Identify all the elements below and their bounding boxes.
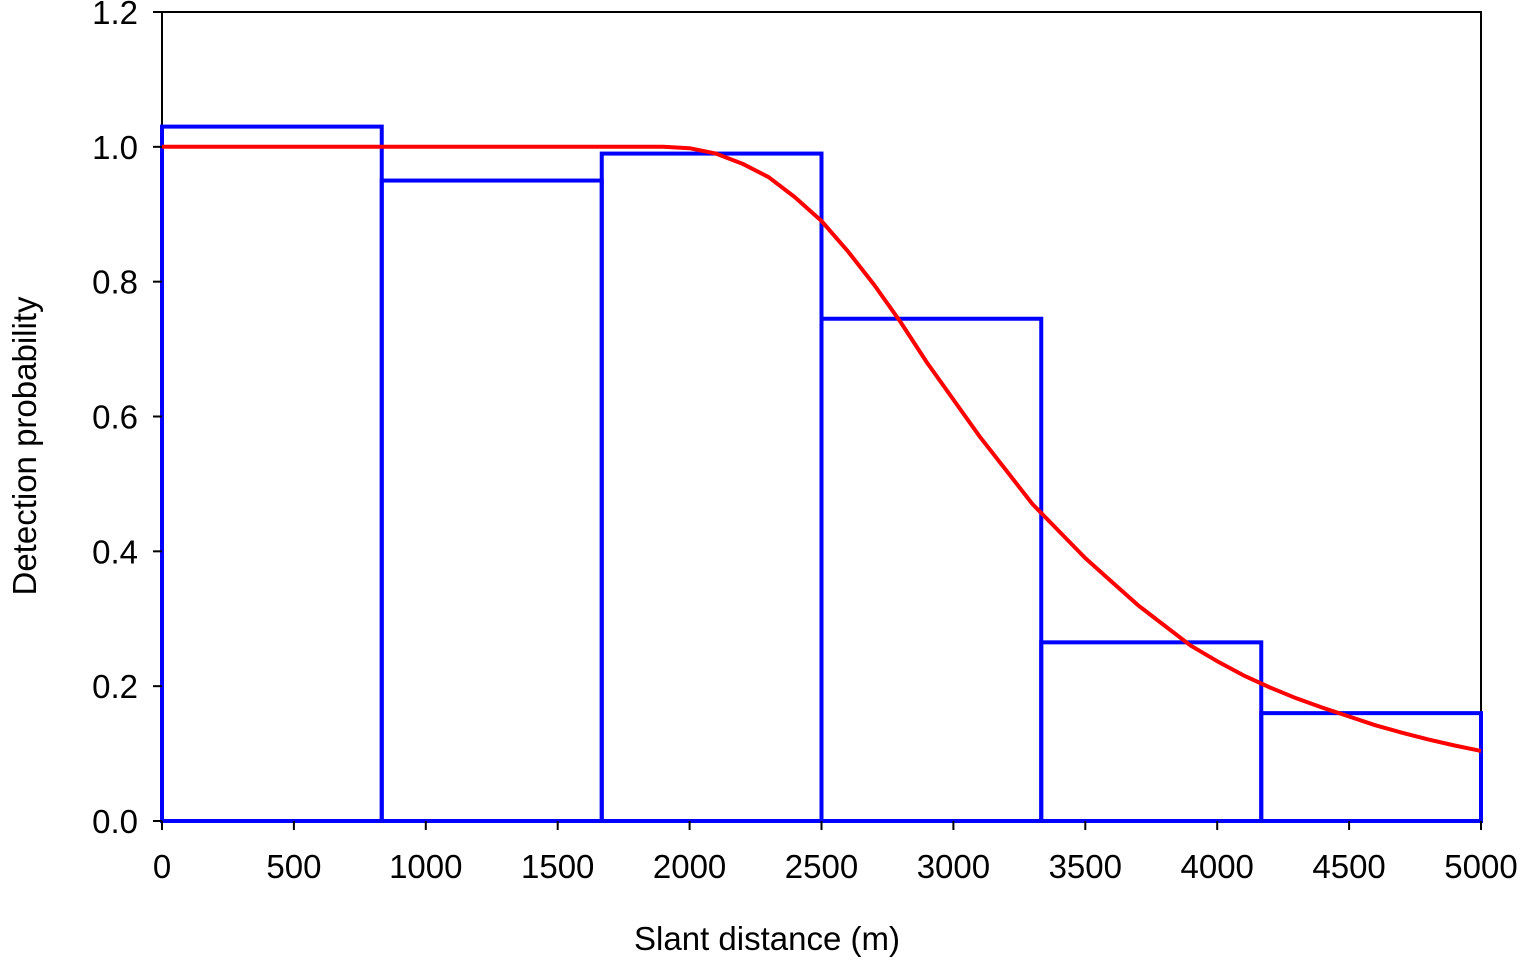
- y-tick-label: 1.2: [92, 0, 138, 31]
- y-tick-label: 0.2: [92, 668, 138, 705]
- y-tick-label: 0.8: [92, 264, 138, 301]
- fitted-curve: [162, 144, 1482, 753]
- histogram-bar-4: [819, 316, 1044, 823]
- y-axis-label: Detection probability: [6, 296, 43, 595]
- x-tick-label: 0: [153, 848, 171, 885]
- x-tick-label: 500: [266, 848, 321, 885]
- x-tick-label: 4000: [1180, 848, 1253, 885]
- x-axis: 0 500 1000 1500 2000 2500 3000 3500 4000 4500 5000: [153, 821, 1518, 885]
- x-tick-label: 2000: [653, 848, 726, 885]
- histogram-bar-6: [1259, 711, 1484, 824]
- x-tick-label: 3000: [917, 848, 990, 885]
- y-tick-label: 0.4: [92, 533, 138, 570]
- y-tick-label: 0.0: [92, 803, 138, 840]
- x-tick-label: 1500: [521, 848, 594, 885]
- y-tick-label: 0.6: [92, 399, 138, 436]
- x-tick-label: 2500: [785, 848, 858, 885]
- x-tick-label: 3500: [1049, 848, 1122, 885]
- x-tick-label: 4500: [1312, 848, 1385, 885]
- histogram-bar-1: [160, 124, 384, 823]
- histogram-bar-2: [379, 178, 604, 823]
- histogram-bar-3: [599, 151, 824, 823]
- plot-area: [160, 11, 1484, 824]
- x-tick-label: 1000: [389, 848, 462, 885]
- y-axis: 0.0 0.2 0.4 0.6 0.8 1.0 1.2: [92, 0, 162, 840]
- x-tick-label: 5000: [1444, 848, 1517, 885]
- x-axis-label: Slant distance (m): [634, 920, 900, 957]
- y-tick-label: 1.0: [92, 129, 138, 166]
